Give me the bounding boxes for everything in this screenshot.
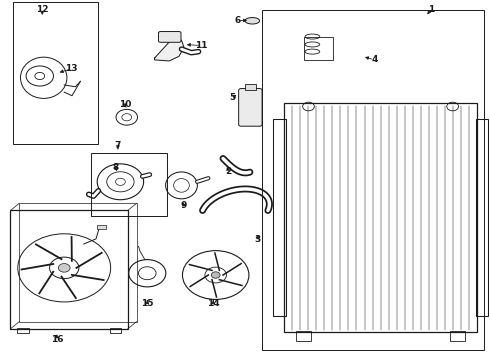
- Text: 3: 3: [254, 235, 260, 244]
- Bar: [296, 330, 311, 341]
- Bar: [476, 119, 488, 316]
- Text: 16: 16: [50, 335, 63, 344]
- Bar: [450, 330, 465, 341]
- Circle shape: [211, 272, 220, 278]
- Polygon shape: [155, 40, 184, 61]
- Bar: [91, 153, 167, 216]
- Bar: [304, 37, 333, 60]
- Bar: [13, 3, 98, 144]
- Text: 1: 1: [428, 5, 434, 14]
- Bar: [10, 211, 128, 329]
- FancyBboxPatch shape: [239, 89, 262, 126]
- Text: 14: 14: [207, 299, 220, 308]
- Circle shape: [58, 264, 70, 272]
- Text: 9: 9: [181, 201, 187, 210]
- FancyBboxPatch shape: [159, 32, 181, 42]
- Ellipse shape: [245, 18, 260, 24]
- Text: 4: 4: [371, 55, 378, 64]
- Text: 7: 7: [115, 141, 121, 150]
- Text: 13: 13: [65, 64, 78, 73]
- Bar: [262, 10, 485, 350]
- Bar: [273, 119, 286, 316]
- Bar: [284, 103, 477, 332]
- Bar: [19, 203, 137, 321]
- Text: 5: 5: [230, 93, 236, 102]
- Text: 11: 11: [195, 41, 207, 50]
- Text: 10: 10: [119, 100, 131, 109]
- Bar: [17, 328, 28, 333]
- Text: 6: 6: [235, 16, 241, 25]
- Bar: [110, 328, 122, 333]
- Text: 2: 2: [225, 167, 231, 176]
- Text: 12: 12: [36, 5, 49, 14]
- Bar: [245, 84, 256, 90]
- Text: 15: 15: [141, 299, 153, 308]
- Bar: [98, 225, 106, 229]
- Text: 8: 8: [112, 163, 119, 172]
